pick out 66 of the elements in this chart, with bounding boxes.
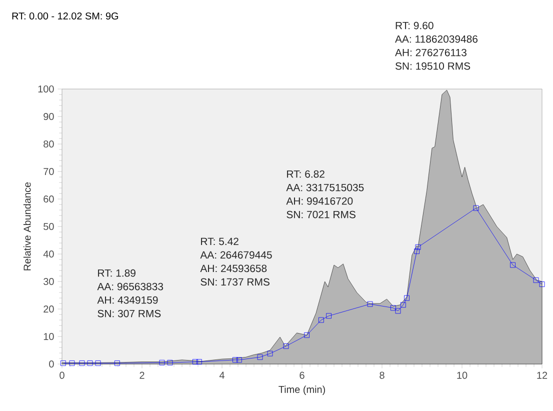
y-tick-label: 0 [49, 360, 54, 368]
y-tick-label: 90 [44, 112, 54, 120]
x-tick-label: 10 [457, 372, 468, 379]
annotation: AA: 96563833 [97, 282, 164, 290]
annotation: AA: 3317515035 [286, 184, 364, 192]
point [367, 301, 373, 307]
x-tick-label: 8 [380, 372, 384, 379]
y-tick-label: 10 [44, 332, 54, 340]
point [415, 244, 421, 250]
x-tick-label: 12 [537, 372, 548, 379]
point [60, 360, 66, 366]
point [79, 360, 85, 366]
point [257, 354, 263, 360]
text: AA: 11862039486 [395, 35, 478, 43]
point [114, 360, 120, 366]
y-tick-label: 20 [44, 305, 54, 313]
point [326, 313, 332, 319]
point [473, 205, 479, 211]
x-axis-title: Time (min) [278, 386, 325, 395]
annotation: AH: 4349159 [97, 296, 158, 304]
point [95, 360, 101, 366]
text: RT: 9.60 [396, 22, 434, 30]
text: SN: 19510 RMS [395, 62, 470, 70]
annotation: AA: 264679445 [200, 251, 272, 259]
point [539, 282, 545, 287]
point [236, 357, 242, 363]
annotation: RT: 6.82 [287, 170, 324, 178]
text: AH: 276276113 [395, 48, 466, 56]
point [533, 277, 539, 283]
annotation: SN: 1737 RMS [200, 278, 270, 286]
x-tick-label: 4 [219, 372, 224, 379]
x-tick-label: 6 [300, 372, 304, 379]
chart-title: RT: 0.00 - 12.02 SM: 9G [12, 12, 118, 20]
annotation: AH: 99416720 [286, 197, 353, 205]
x-tick-label: 0 [60, 372, 64, 379]
y-tick-label: 50 [44, 222, 54, 230]
point [318, 317, 324, 323]
point [414, 248, 420, 254]
y-axis-title: Relative Abundance [23, 182, 31, 270]
point [167, 360, 173, 366]
y-tick-label: 70 [44, 168, 54, 176]
annotation: RT: 1.89 [98, 269, 136, 277]
point [196, 359, 202, 365]
point [69, 360, 75, 366]
annotation: AH: 24593658 [200, 264, 267, 272]
point [304, 332, 310, 338]
annotation: SN: 7021 RMS [286, 210, 356, 218]
y-tick-label: 40 [43, 250, 54, 258]
point [267, 350, 273, 356]
point [159, 360, 165, 366]
x-tick-label: 2 [140, 372, 144, 379]
point [400, 302, 406, 308]
point [404, 295, 410, 301]
y-tick-label: 100 [38, 85, 54, 93]
point [232, 357, 238, 363]
point [390, 305, 396, 311]
point [283, 343, 289, 349]
y-tick-label: 60 [44, 195, 54, 203]
point [395, 308, 401, 314]
point [192, 359, 198, 365]
point [87, 360, 93, 366]
annotation: SN: 307 RMS [98, 310, 161, 318]
annotation: RT: 5.42 [201, 238, 238, 246]
point [510, 262, 516, 268]
y-tick-label: 30 [44, 278, 54, 286]
y-tick-label: 80 [44, 140, 54, 148]
